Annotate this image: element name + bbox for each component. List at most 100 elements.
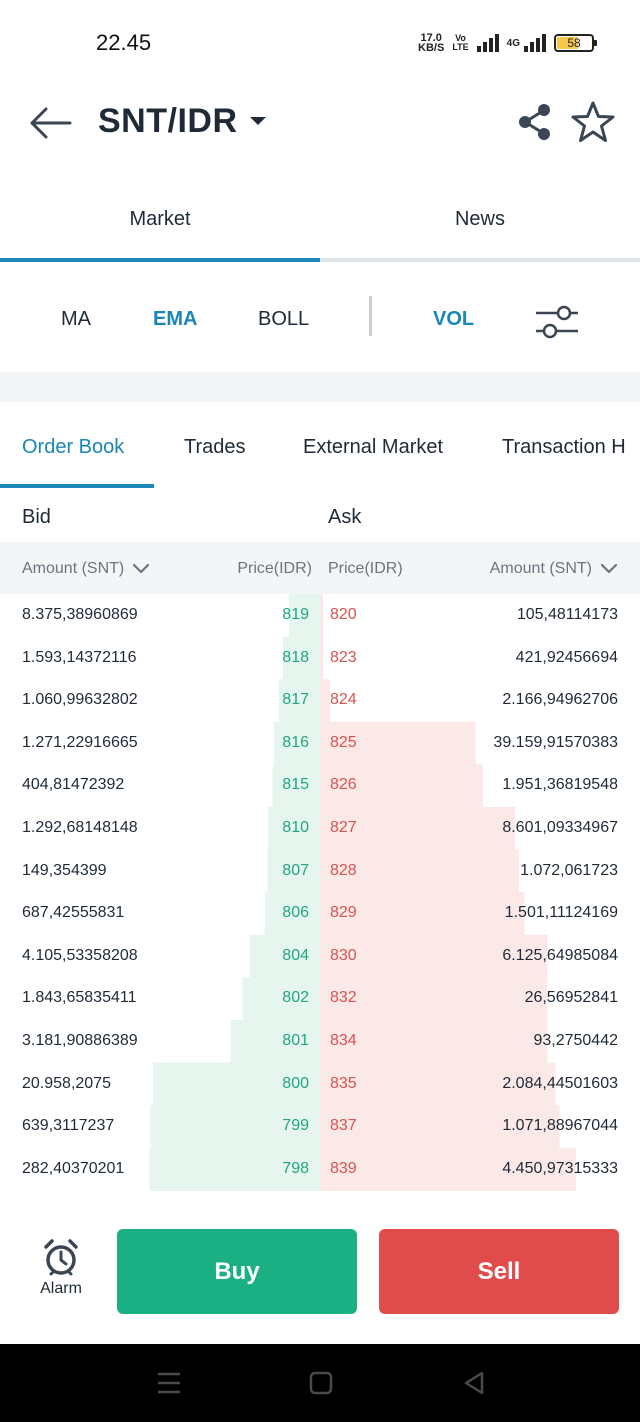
order-book-row[interactable]: 1.843,65835411 802 832 26,56952841 xyxy=(0,977,640,1020)
bid-amount-cell: 1.060,99632802 xyxy=(22,691,138,709)
bid-price-cell: 816 xyxy=(282,733,309,751)
back-nav-icon[interactable] xyxy=(460,1370,488,1396)
net-speed-unit: KB/S xyxy=(418,42,445,54)
order-book-row[interactable]: 1.060,99632802 817 824 2.166,94962706 xyxy=(0,679,640,722)
ask-depth xyxy=(320,594,576,1191)
ask-depth-bar xyxy=(320,1147,576,1191)
ask-price-cell: 829 xyxy=(330,904,357,922)
tab-order-book[interactable]: Order Book xyxy=(22,436,125,458)
home-icon[interactable] xyxy=(307,1370,335,1396)
ask-amount-cell: 26,56952841 xyxy=(524,989,618,1007)
ask-amount-cell: 6.125,64985084 xyxy=(502,946,618,964)
ask-depth-bar xyxy=(320,679,331,723)
ask-price-cell: 830 xyxy=(330,946,357,964)
tab-news-underline xyxy=(320,258,640,262)
order-book-row[interactable]: 4.105,53358208 804 830 6.125,64985084 xyxy=(0,935,640,978)
bid-price-cell: 802 xyxy=(282,989,309,1007)
order-book-row[interactable]: 1.292,68148148 810 827 8.601,09334967 xyxy=(0,807,640,850)
bid-price-cell: 806 xyxy=(282,904,309,922)
pair-selector[interactable]: SNT/IDR xyxy=(98,102,266,141)
chevron-down-icon xyxy=(133,563,150,574)
bid-depth-bar xyxy=(267,849,320,893)
order-book-row[interactable]: 1.271,22916665 816 825 39.159,91570383 xyxy=(0,722,640,765)
ask-amount-cell: 2.166,94962706 xyxy=(502,691,618,709)
bid-price-cell: 801 xyxy=(282,1032,309,1049)
order-book-row[interactable]: 3.181,90886389 801 834 93,2750442 xyxy=(0,1020,640,1063)
indicator-vol[interactable]: VOL xyxy=(433,308,475,330)
order-book-row[interactable]: 1.593,14372116 818 823 421,92456694 xyxy=(0,637,640,680)
ask-amount-header[interactable]: Amount (SNT) xyxy=(490,560,618,578)
ask-price-cell: 837 xyxy=(330,1117,357,1135)
ask-depth-bar xyxy=(320,764,483,808)
bid-amount-cell: 639,3117237 xyxy=(22,1117,115,1135)
ask-depth-bar xyxy=(320,849,519,893)
ask-price-cell: 832 xyxy=(330,989,357,1007)
battery-icon: 58 xyxy=(554,34,597,52)
caret-down-icon xyxy=(249,116,266,125)
bid-depth-bar xyxy=(272,764,320,808)
bid-depth-bar xyxy=(282,636,320,680)
bid-price-header: Price(IDR) xyxy=(237,560,312,578)
ask-amount-cell: 4.450,97315333 xyxy=(502,1159,618,1177)
share-icon[interactable] xyxy=(516,102,554,142)
bid-amount-header[interactable]: Amount (SNT) xyxy=(22,560,150,578)
bid-price-cell: 810 xyxy=(282,819,309,836)
indicator-settings-icon[interactable] xyxy=(534,302,580,342)
action-bar: Alarm Buy Sell xyxy=(0,1204,640,1344)
ask-depth-bar xyxy=(320,1062,556,1106)
tab-transaction-history[interactable]: Transaction H xyxy=(502,436,626,458)
tab-market[interactable]: Market xyxy=(0,186,320,262)
bid-depth-bar xyxy=(150,1105,320,1149)
alarm-button[interactable]: Alarm xyxy=(30,1238,92,1308)
tab-trades[interactable]: Trades xyxy=(184,436,246,458)
ask-price-header: Price(IDR) xyxy=(328,560,403,578)
ask-depth-bar xyxy=(320,977,548,1021)
ask-amount-cell: 1.951,36819548 xyxy=(502,776,618,794)
order-book-row[interactable]: 639,3117237 799 837 1.071,88967044 xyxy=(0,1105,640,1148)
bid-amount-cell: 20.958,2075 xyxy=(22,1074,111,1092)
order-book-row[interactable]: 149,354399 807 828 1.072,061723 xyxy=(0,850,640,893)
sell-button[interactable]: Sell xyxy=(379,1229,619,1314)
indicator-ma[interactable]: MA xyxy=(61,308,91,330)
indicator-boll[interactable]: BOLL xyxy=(258,308,310,330)
battery-level: 58 xyxy=(567,36,581,50)
star-icon[interactable] xyxy=(570,100,616,144)
status-bar: 22.45 17.0 KB/S Vo LTE 4G 58 xyxy=(0,0,640,84)
ask-depth-bar xyxy=(320,892,525,936)
net-speed: 17.0 KB/S xyxy=(418,33,445,54)
order-book-row[interactable]: 404,81472392 815 826 1.951,36819548 xyxy=(0,764,640,807)
bid-price-cell: 804 xyxy=(282,946,309,964)
order-book-row[interactable]: 687,42555831 806 829 1.501,11124169 xyxy=(0,892,640,935)
ask-amount-cell: 1.072,061723 xyxy=(520,861,618,879)
bid-depth xyxy=(149,594,320,1191)
bid-depth-bar xyxy=(264,892,320,936)
back-arrow-icon[interactable] xyxy=(28,100,74,146)
bid-depth-bar xyxy=(149,1147,320,1191)
ask-amount-cell: 2.084,44501603 xyxy=(502,1074,618,1092)
order-book-row[interactable]: 8.375,38960869 819 820 105,48114173 xyxy=(0,594,640,637)
ask-label: Ask xyxy=(328,506,362,528)
tab-market-underline xyxy=(0,258,320,262)
bid-amount-cell: 687,42555831 xyxy=(22,904,125,922)
buy-button[interactable]: Buy xyxy=(117,1229,357,1314)
tab-news[interactable]: News xyxy=(320,186,640,262)
bid-price-cell: 799 xyxy=(282,1117,309,1135)
order-book-row[interactable]: 20.958,2075 800 835 2.084,44501603 xyxy=(0,1063,640,1106)
tab-external-market[interactable]: External Market xyxy=(303,436,444,458)
bid-amount-cell: 1.292,68148148 xyxy=(22,819,138,836)
order-book-header: Amount (SNT) Price(IDR) Price(IDR) Amoun… xyxy=(0,542,640,594)
bid-amount-header-label: Amount (SNT) xyxy=(22,560,125,577)
ask-price-cell: 835 xyxy=(330,1074,357,1092)
indicator-divider xyxy=(369,296,372,336)
bid-amount-cell: 149,354399 xyxy=(22,861,107,879)
indicator-bar: MA EMA BOLL VOL xyxy=(0,262,640,372)
bid-depth-bar xyxy=(278,679,320,723)
indicator-ema[interactable]: EMA xyxy=(153,308,198,330)
bid-amount-cell: 4.105,53358208 xyxy=(22,946,138,964)
recent-apps-icon[interactable] xyxy=(155,1370,183,1396)
bid-depth-bar xyxy=(274,721,320,765)
signal-icon xyxy=(476,34,499,52)
order-book-row[interactable]: 282,40370201 798 839 4.450,97315333 xyxy=(0,1148,640,1191)
section-separator xyxy=(0,372,640,402)
bid-amount-cell: 404,81472392 xyxy=(22,776,125,794)
